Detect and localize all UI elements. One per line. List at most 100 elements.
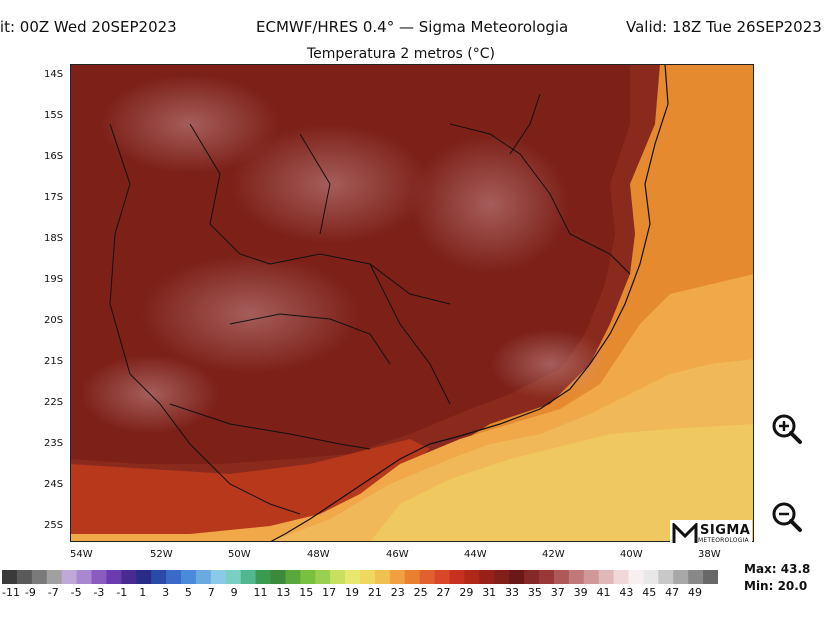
colorbar-swatch — [583, 570, 600, 584]
logo-subtext: METEOROLOGIA — [698, 536, 749, 544]
lat-label: 20S — [44, 315, 64, 326]
zoom-in-button[interactable] — [770, 412, 804, 446]
colorbar-tick-label: 25 — [413, 586, 428, 599]
southeast-yellow — [370, 424, 754, 542]
colorbar-swatch — [464, 570, 480, 584]
zoom-out-button[interactable] — [770, 500, 804, 534]
colorbar-tick-label: 39 — [573, 586, 588, 599]
lon-label: 46W — [386, 549, 409, 560]
colorbar-tick-label: 3 — [162, 586, 170, 599]
colorbar-swatch — [389, 570, 406, 584]
colorbar-tick-label: 15 — [299, 586, 314, 599]
colorbar-swatch — [360, 570, 376, 584]
colorbar-swatch — [434, 570, 450, 584]
colorbar-swatch — [374, 570, 391, 584]
colorbar-swatch — [16, 570, 33, 584]
colorbar-swatch — [31, 570, 48, 584]
colorbar-tick-label: -11 — [2, 586, 20, 599]
colorbar-swatch — [136, 570, 152, 584]
colorbar-swatch — [121, 570, 137, 584]
lat-label: 24S — [44, 479, 64, 490]
colorbar-tick-label: 5 — [184, 586, 192, 599]
colorbar-tick-label: 7 — [207, 586, 215, 599]
colorbar-swatch — [181, 570, 197, 584]
colorbar-tick-label: -3 — [93, 586, 105, 599]
colorbar-swatch — [703, 570, 718, 584]
colorbar-swatch — [300, 570, 316, 584]
colorbar-swatch — [524, 570, 540, 584]
init-time: Init: 00Z Wed 20SEP2023 — [0, 18, 177, 36]
state-boundaries — [109, 93, 631, 515]
colorbar-swatch — [479, 570, 495, 584]
lat-label: 15S — [44, 110, 64, 121]
colorbar-tick-label: 31 — [482, 586, 497, 599]
colorbar-swatch — [568, 570, 585, 584]
colorbar-swatch — [345, 570, 361, 584]
colorbar-tick-label: 27 — [436, 586, 451, 599]
colorbar-tick-label: 35 — [527, 586, 542, 599]
lat-label: 21S — [44, 356, 64, 367]
colorbar-swatch — [46, 570, 63, 584]
colorbar-tick-label: 43 — [619, 586, 634, 599]
lon-label: 44W — [464, 549, 487, 560]
colorbar-swatch — [225, 570, 242, 584]
colorbar-tick-label: -5 — [70, 586, 82, 599]
lat-label: 18S — [44, 233, 64, 244]
colorbar-swatch — [61, 570, 78, 584]
min-value: Min: 20.0 — [744, 579, 808, 593]
colorbar-tick-label: -7 — [47, 586, 59, 599]
colorbar-swatch — [2, 570, 18, 584]
lat-label: 22S — [44, 397, 64, 408]
colorbar-swatch — [673, 570, 689, 584]
colorbar-tick-label: 1 — [139, 586, 147, 599]
lon-label: 38W — [698, 549, 721, 560]
colorbar-swatch — [76, 570, 92, 584]
max-value: Max: 43.8 — [744, 562, 811, 576]
valid-time: Valid: 18Z Tue 26SEP2023 — [626, 18, 822, 36]
colorbar-swatch — [330, 570, 346, 584]
colorbar-swatch — [688, 570, 704, 584]
colorbar-tick-label: 21 — [367, 586, 382, 599]
colorbar-swatch — [195, 570, 212, 584]
sigma-logo: SIGMA METEOROLOGIA — [670, 520, 752, 548]
lon-label: 52W — [150, 549, 173, 560]
colorbar-tick-label: 29 — [459, 586, 474, 599]
zoom-in-icon — [772, 414, 802, 444]
colorbar-swatch — [494, 570, 510, 584]
colorbar-swatch — [315, 570, 331, 584]
colorbar-tick-label: 19 — [345, 586, 359, 599]
colorbar-swatch — [91, 570, 107, 584]
colorbar-tick-label: -1 — [116, 586, 128, 599]
colorbar-swatch — [613, 570, 629, 584]
zoom-out-icon — [772, 502, 802, 532]
lat-label: 19S — [44, 274, 64, 285]
colorbar-tick-label: 47 — [665, 586, 680, 599]
colorbar-swatch — [404, 570, 421, 584]
colorbar-swatch — [210, 570, 227, 584]
model-source: ECMWF/HRES 0.4° — Sigma Meteorologia — [256, 18, 569, 36]
lon-label: 42W — [542, 549, 565, 560]
lat-label: 17S — [44, 192, 64, 203]
coastline — [269, 64, 669, 542]
colorbar-swatch — [255, 570, 271, 584]
colorbar-tick-label: 33 — [505, 586, 520, 599]
colorbar-swatch — [240, 570, 257, 584]
lat-label: 16S — [44, 151, 64, 162]
colorbar-tick-label: 23 — [390, 586, 405, 599]
colorbar-tick-label: 49 — [688, 586, 702, 599]
colorbar-swatch — [598, 570, 615, 584]
logo-text: SIGMA — [700, 522, 751, 538]
stats: Max: 43.8 Min: 20.0 — [744, 561, 810, 595]
lon-label: 40W — [620, 549, 643, 560]
colorbar-tick-label: 13 — [276, 586, 291, 599]
warm-band — [70, 439, 430, 536]
lon-label: 50W — [228, 549, 251, 560]
colorbar-tick-label: 9 — [230, 586, 238, 599]
map-title: Temperatura 2 metros (°C) — [307, 46, 495, 62]
colorbar-swatch — [553, 570, 570, 584]
colorbar-swatch — [106, 570, 122, 584]
colorbar-swatch — [658, 570, 674, 584]
colorbar-tick-label: 17 — [322, 586, 337, 599]
colorbar-swatch — [166, 570, 182, 584]
colorbar-swatch — [151, 570, 167, 584]
